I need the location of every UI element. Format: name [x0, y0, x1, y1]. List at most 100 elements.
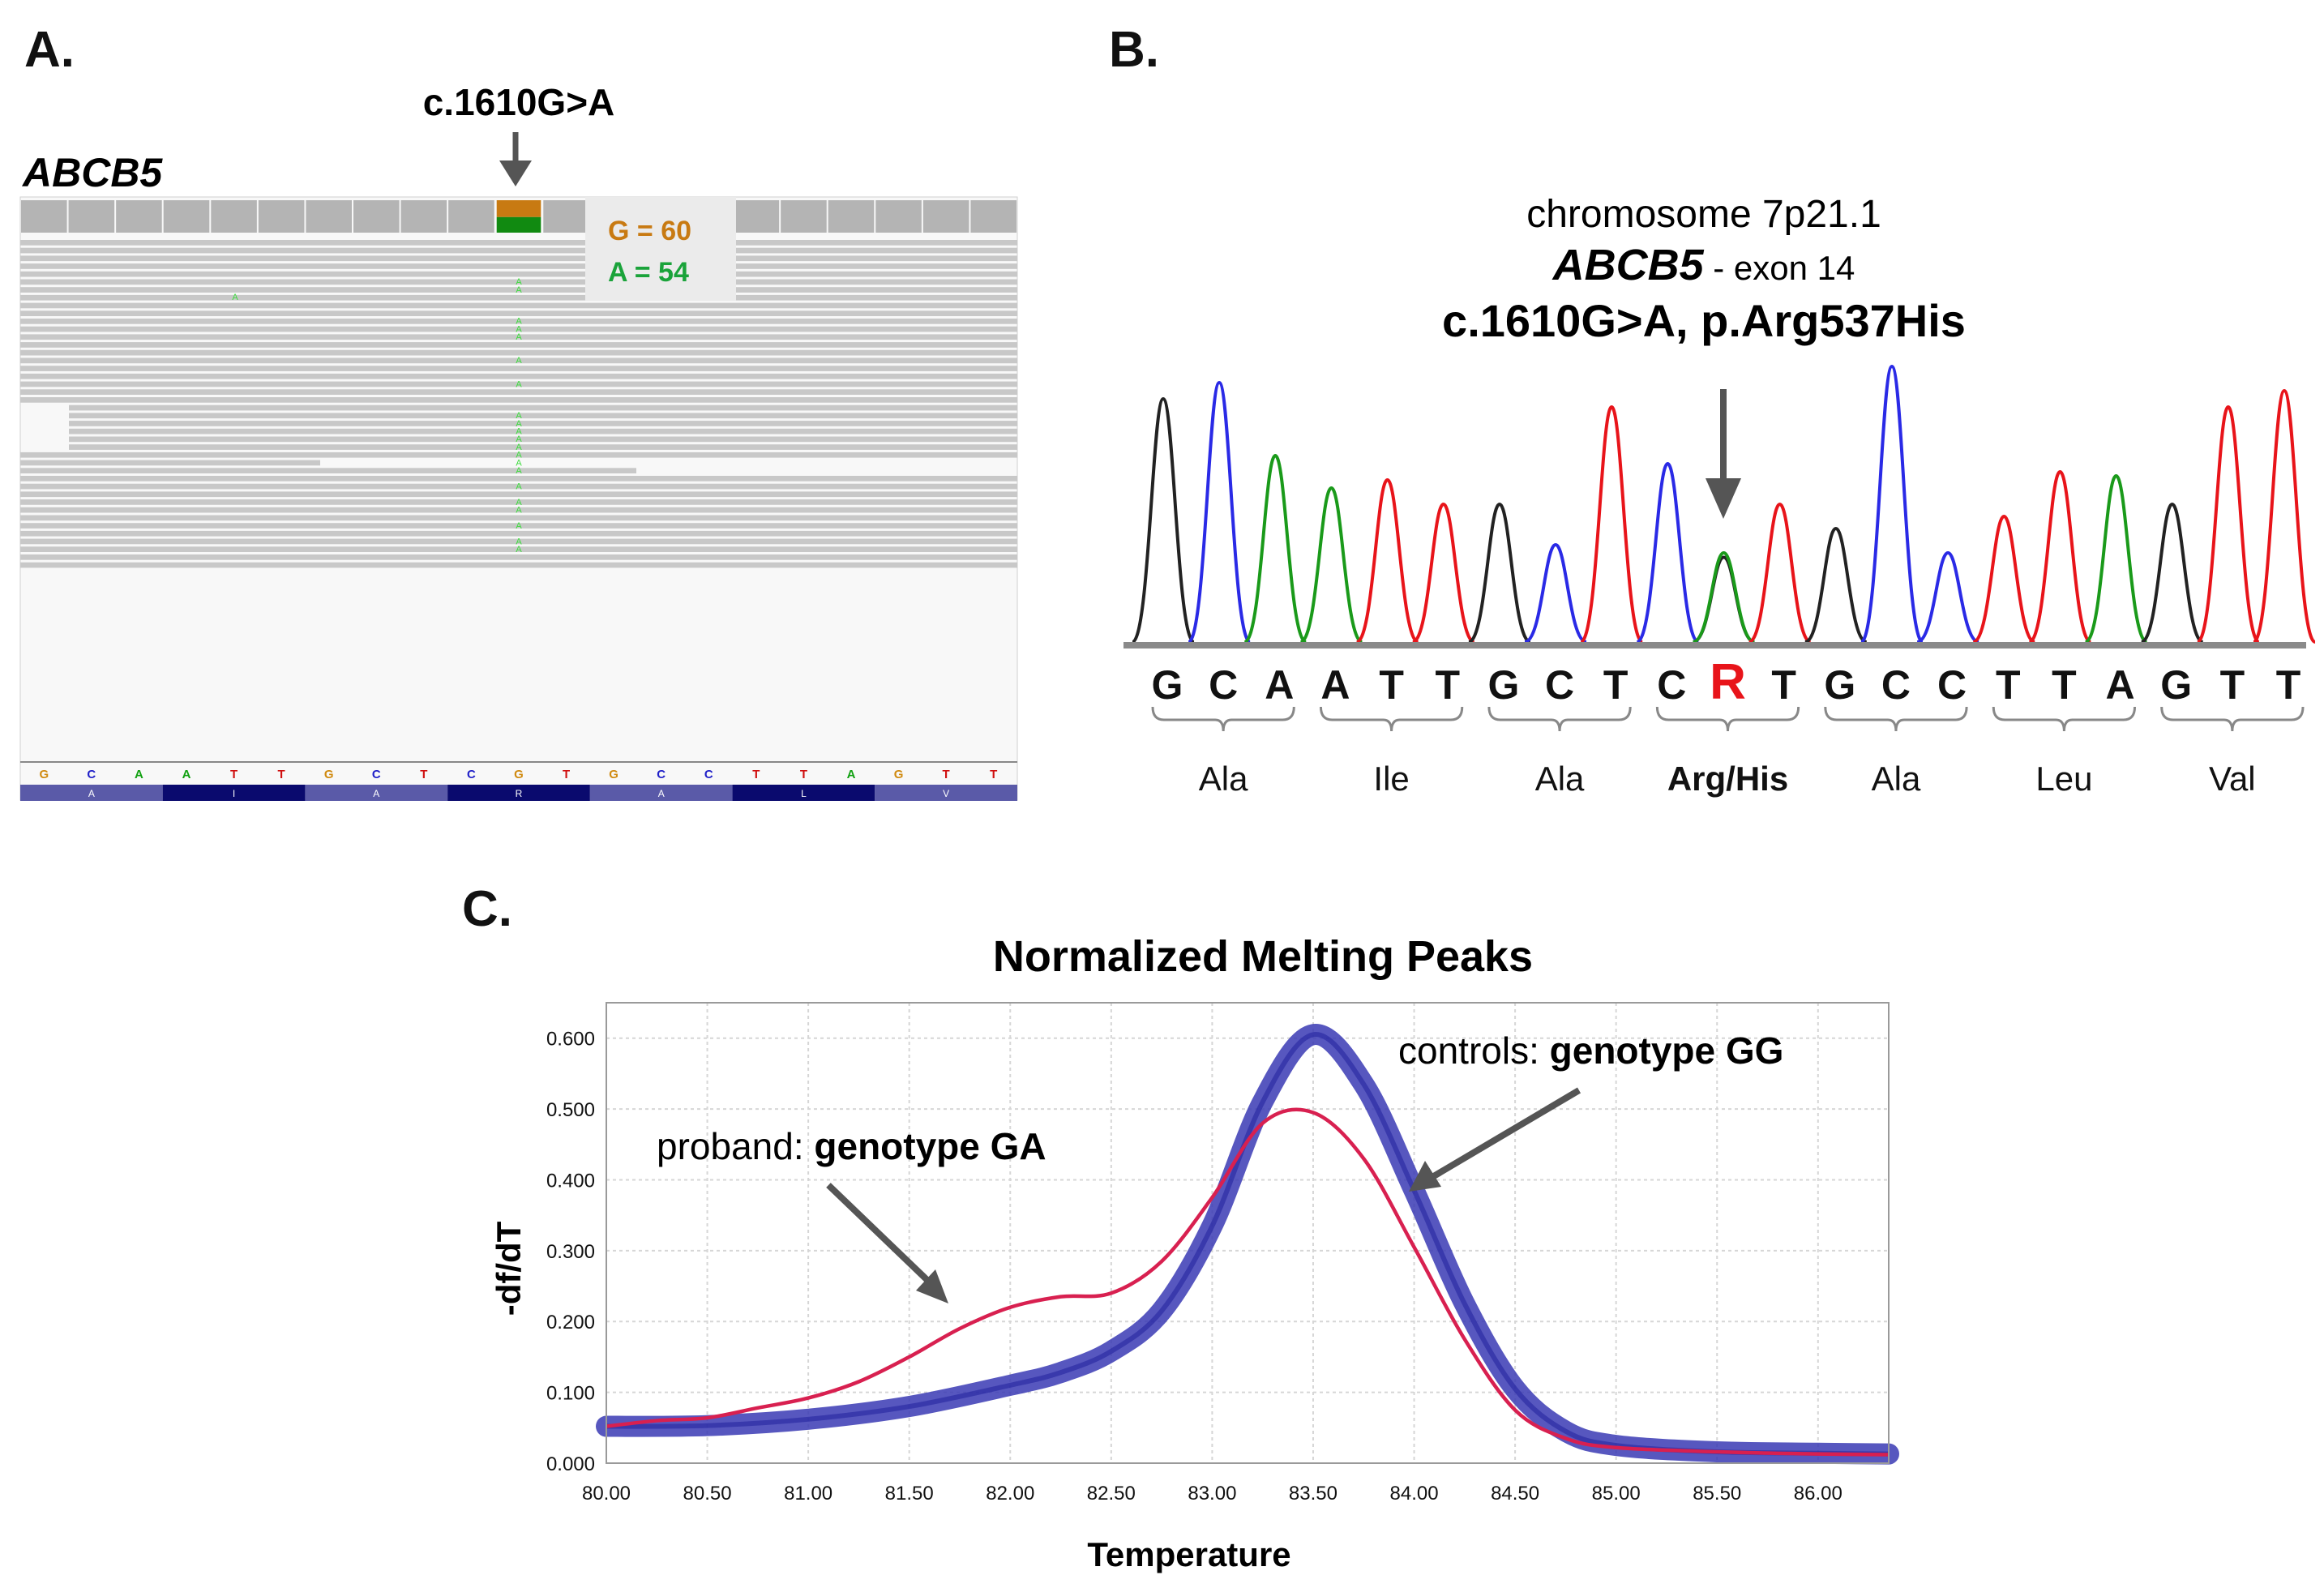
- coverage-bar: [116, 200, 162, 233]
- reference-base: A: [182, 768, 191, 781]
- codon-amino-acid: Arg/His: [1667, 760, 1788, 798]
- x-tick-label: 83.50: [1289, 1483, 1337, 1505]
- sequencing-read: [20, 389, 1017, 395]
- chromatogram-peak: [2028, 469, 2092, 644]
- amino-acid-block: [732, 785, 875, 801]
- reference-base: C: [467, 768, 476, 781]
- sequencing-read: [20, 326, 1017, 332]
- chromatogram-peak: [1299, 486, 1363, 644]
- sequencing-read: [20, 546, 1017, 552]
- allele-count-popup: [585, 197, 736, 301]
- controls-gg-curve-core: [606, 1032, 1890, 1457]
- amino-acid-label: I: [233, 788, 235, 799]
- panel-b-gene-line: ABCB5 - exon 14: [1551, 241, 1855, 289]
- sanger-chromatogram: [1131, 364, 2317, 644]
- chromatogram-peak: [1131, 396, 1196, 644]
- sequencing-read: [20, 476, 1017, 482]
- sequencing-read: [20, 287, 1017, 293]
- sequence-base: C: [1881, 662, 1911, 708]
- amino-acid-block: [305, 785, 448, 801]
- x-axis-label: Temperature: [1087, 1535, 1290, 1573]
- chromatogram-peak: [1411, 502, 1475, 644]
- chart-title: Normalized Melting Peaks: [993, 932, 1533, 981]
- sequence-base: T: [2052, 662, 2077, 708]
- coverage-track: [21, 200, 1016, 233]
- chromatogram-peak: [1187, 380, 1252, 644]
- x-tick-label: 80.50: [683, 1483, 732, 1505]
- coverage-bar: [306, 200, 352, 233]
- coverage-bar: [828, 200, 875, 233]
- coverage-bar: [163, 200, 210, 233]
- chromatogram-peak: [1580, 404, 1644, 644]
- alt-base-call: A: [516, 379, 522, 389]
- panel-a-arrow: [499, 132, 532, 186]
- y-tick-label: 0.500: [546, 1099, 595, 1121]
- panel-b-letter: B.: [1109, 22, 1159, 78]
- y-axis-label: -df/dT: [490, 1221, 528, 1316]
- coverage-bar: [875, 200, 922, 233]
- sequencing-read: [20, 263, 1017, 269]
- amino-acid-label: L: [801, 788, 807, 799]
- sequencing-read: [20, 247, 1017, 254]
- coverage-bar: [922, 200, 969, 233]
- coverage-bar: [258, 200, 305, 233]
- proband-ga-curve: [606, 1107, 1890, 1457]
- sequencing-read: [20, 381, 1017, 387]
- alt-base-call: A: [516, 443, 522, 452]
- codon-bracket: [1992, 706, 2137, 732]
- sequencing-read: [69, 413, 1017, 419]
- chromatogram-peak: [2084, 473, 2148, 644]
- sequence-base: T: [2220, 662, 2245, 708]
- sequencing-read: [20, 562, 1017, 568]
- amino-acid-block: [589, 785, 733, 801]
- sequencing-read: [20, 302, 1017, 309]
- sequence-base: C: [1545, 662, 1574, 708]
- alt-base-call: A: [516, 458, 522, 468]
- sequence-base: A: [1265, 662, 1294, 708]
- sequencing-read: [69, 436, 1017, 443]
- panel-b-arrow: [1706, 389, 1741, 519]
- panel-c-letter: C.: [462, 881, 512, 937]
- sequencing-read: [20, 366, 1017, 371]
- sequencing-read: [20, 460, 320, 466]
- alt-base-call: A: [516, 545, 522, 554]
- sequencing-read: [20, 530, 1017, 537]
- sequence-base: G: [2160, 662, 2192, 708]
- coverage-bar: [733, 200, 780, 233]
- proband-arrow: [826, 1183, 948, 1303]
- x-tick-label: 84.50: [1491, 1483, 1539, 1505]
- panel-b-variant: c.1610G>A, p.Arg537His: [1442, 295, 1966, 346]
- sequencing-read: [20, 357, 1017, 364]
- codon-amino-acid: Ile: [1373, 760, 1409, 798]
- alt-base-call: A: [516, 537, 522, 546]
- sequence-base: T: [1603, 662, 1629, 708]
- alt-base-call: A: [516, 332, 522, 342]
- alt-base-call: A: [516, 285, 522, 295]
- coverage-bar: [781, 200, 827, 233]
- plot-frame: [606, 1002, 1890, 1464]
- coverage-bar: [448, 200, 494, 233]
- y-tick-label: 0.600: [546, 1029, 595, 1051]
- sequencing-read: [20, 483, 1017, 490]
- reference-base: G: [894, 768, 904, 781]
- sequencing-read: [69, 428, 1017, 434]
- sequencing-read: [69, 444, 1017, 450]
- y-tick-label: 0.300: [546, 1241, 595, 1263]
- sequencing-read: [20, 538, 1017, 545]
- controls-annotation-genotype: genotype GG: [1550, 1029, 1784, 1072]
- alt-base-call: A: [516, 277, 522, 287]
- chromatogram-peak: [1524, 542, 1587, 644]
- reference-base: G: [39, 768, 49, 781]
- alt-base-call: A: [516, 317, 522, 327]
- sequencing-read: [20, 491, 1017, 498]
- sequence-base: T: [1996, 662, 2021, 708]
- codon-bracket: [2160, 706, 2305, 732]
- chromatogram-peak: [1636, 461, 1700, 644]
- amino-acid-block: [162, 785, 306, 801]
- sequencing-read: [20, 240, 1017, 246]
- chromatogram-peak: [1692, 550, 1756, 644]
- sequence-base: A: [2105, 662, 2134, 708]
